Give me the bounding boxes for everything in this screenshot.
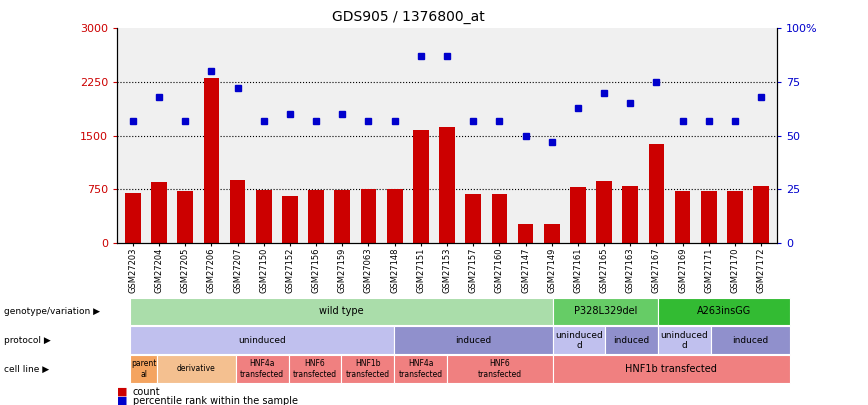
Text: derivative: derivative: [177, 364, 216, 373]
Bar: [125, 193, 141, 243]
Bar: [204, 79, 220, 243]
Text: wild type: wild type: [319, 307, 364, 316]
Bar: [282, 196, 298, 243]
Text: ■: ■: [117, 396, 128, 405]
Bar: [544, 224, 560, 243]
Text: A263insGG: A263insGG: [697, 307, 751, 316]
Text: uninduced: uninduced: [239, 336, 286, 345]
Bar: [387, 189, 403, 243]
Bar: [308, 190, 324, 243]
Text: uninduced
d: uninduced d: [555, 330, 603, 350]
Bar: [674, 191, 690, 243]
Bar: [334, 190, 350, 243]
Bar: [177, 191, 193, 243]
Text: GDS905 / 1376800_at: GDS905 / 1376800_at: [332, 10, 484, 24]
Text: HNF4a
transfected: HNF4a transfected: [240, 359, 285, 379]
Bar: [753, 186, 769, 243]
Bar: [570, 187, 586, 243]
Text: count: count: [133, 387, 161, 397]
Bar: [230, 180, 246, 243]
Bar: [360, 189, 377, 243]
Bar: [727, 191, 743, 243]
Bar: [517, 224, 534, 243]
Text: HNF1b
transfected: HNF1b transfected: [345, 359, 390, 379]
Text: cell line ▶: cell line ▶: [4, 364, 49, 373]
Text: induced: induced: [456, 336, 491, 345]
Text: genotype/variation ▶: genotype/variation ▶: [4, 307, 101, 316]
Text: HNF4a
transfected: HNF4a transfected: [398, 359, 443, 379]
Bar: [701, 192, 717, 243]
Text: ■: ■: [117, 387, 128, 397]
Bar: [439, 127, 455, 243]
Bar: [596, 181, 612, 243]
Text: percentile rank within the sample: percentile rank within the sample: [133, 396, 298, 405]
Text: protocol ▶: protocol ▶: [4, 336, 51, 345]
Bar: [465, 194, 481, 243]
Text: induced: induced: [733, 336, 768, 345]
Bar: [622, 186, 638, 243]
Text: uninduced
d: uninduced d: [661, 330, 708, 350]
Text: induced: induced: [614, 336, 650, 345]
Text: HNF6
transfected: HNF6 transfected: [293, 359, 337, 379]
Text: HNF1b transfected: HNF1b transfected: [625, 364, 717, 374]
Bar: [648, 143, 664, 243]
Text: parent
al: parent al: [131, 359, 156, 379]
Bar: [413, 130, 429, 243]
Bar: [491, 194, 507, 243]
Text: P328L329del: P328L329del: [574, 307, 637, 316]
Text: HNF6
transfected: HNF6 transfected: [477, 359, 522, 379]
Bar: [151, 182, 167, 243]
Bar: [256, 190, 272, 243]
